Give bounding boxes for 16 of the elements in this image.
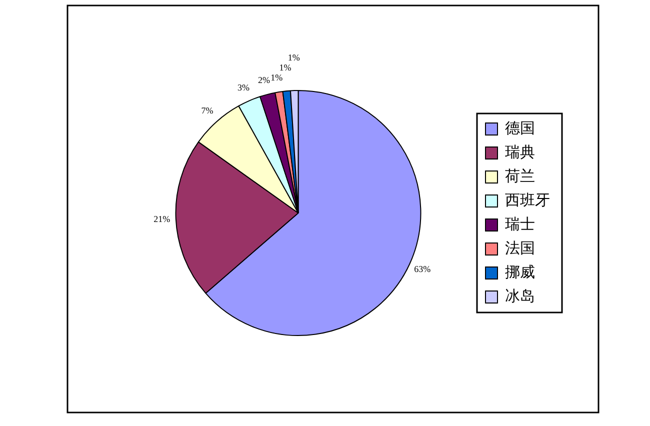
data-label: 1% <box>270 72 284 83</box>
data-label: 3% <box>238 82 250 92</box>
legend-label: 挪威 <box>505 262 535 281</box>
data-label: 7% <box>201 106 214 116</box>
data-label: 1% <box>279 62 292 73</box>
legend-label: 冰岛 <box>505 286 535 305</box>
data-label: 63% <box>414 264 432 274</box>
data-label: 21% <box>154 214 171 224</box>
legend-label: 瑞士 <box>505 214 535 233</box>
legend-label: 西班牙 <box>505 190 550 209</box>
data-label: 1% <box>288 52 300 63</box>
legend-label: 德国 <box>505 118 535 137</box>
legend-label: 法国 <box>505 238 535 257</box>
data-label: 2% <box>258 75 270 86</box>
legend-label: 荷兰 <box>505 166 535 185</box>
legend-label: 瑞典 <box>505 142 535 161</box>
